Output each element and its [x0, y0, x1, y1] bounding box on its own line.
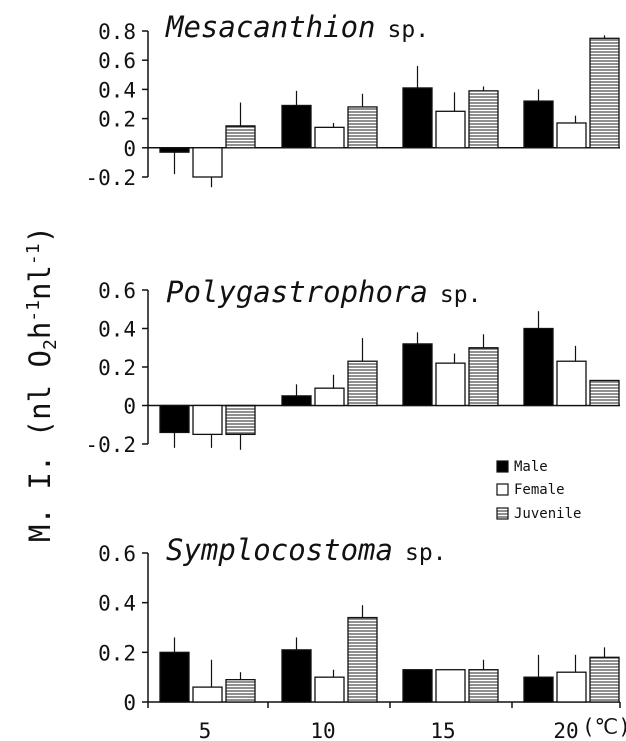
bar-juvenile-10	[347, 360, 378, 407]
x-axis-unit: (℃)	[582, 715, 626, 739]
bar-male-15	[402, 343, 433, 407]
y-tick-label: 0.6	[98, 49, 136, 73]
bar-juvenile-10	[347, 616, 378, 703]
bar-male-20	[523, 327, 554, 407]
panel-title-suffix: sp.	[440, 282, 482, 308]
y-axis-label-suffix: )	[23, 226, 57, 243]
x-tick-label: 15	[430, 719, 455, 741]
bar-female-15	[435, 669, 466, 703]
bar-juvenile-5	[225, 125, 256, 149]
panel-title-suffix: sp.	[405, 540, 447, 566]
bar-juvenile-15	[468, 347, 499, 407]
bar-female-10	[314, 387, 345, 407]
panel-title-genus: Mesacanthion	[165, 10, 376, 44]
y-tick-label: 0.4	[98, 318, 136, 342]
bar-male-20	[523, 676, 554, 703]
bar-juvenile-20	[589, 656, 620, 703]
y-axis-label-subscript: 2	[40, 339, 61, 350]
chart-legend: Male Female Juvenile	[496, 459, 581, 522]
x-tick-label: 5	[199, 719, 212, 741]
y-tick-label: 0	[123, 137, 136, 161]
y-tick-label: 0.4	[98, 592, 136, 616]
y-axis-label: M. I. (nl O2h-1nl-1)	[23, 226, 61, 542]
y-axis-label-unit-nl: nl	[23, 265, 57, 300]
y-axis-label-unit-h: h	[23, 322, 57, 339]
bar-male-10	[281, 104, 312, 149]
legend-label-male: Male	[514, 459, 548, 475]
bar-female-20	[556, 122, 587, 149]
x-tick-labels: 5 10 15 20 (℃)	[199, 715, 626, 741]
y-axis-label-prefix: M. I. (nl O	[23, 350, 57, 542]
y-tick-label: 0.4	[98, 78, 136, 102]
panel-title-suffix: sp.	[388, 17, 430, 43]
bar-male-5	[159, 147, 190, 153]
y-tick-label: 0.2	[98, 108, 136, 132]
bar-female-5	[192, 147, 223, 178]
bar-male-10	[281, 395, 312, 407]
y-tick-label: 0	[123, 395, 136, 419]
bar-male-15	[402, 669, 433, 703]
y-axis-label-superscript-2: -1	[23, 243, 44, 265]
y-tick-label: 0.2	[98, 356, 136, 380]
bar-female-10	[314, 126, 345, 149]
y-tick-label: -0.2	[85, 433, 136, 457]
y-tick-label: 0.2	[98, 641, 136, 665]
bar-male-20	[523, 100, 554, 149]
legend-label-juvenile: Juvenile	[514, 506, 581, 522]
x-tick-label: 20	[553, 719, 578, 741]
panel-mesacanthion: 0.8 0.6 0.4 0.2 0 -0.2 Mesacanthion sp.	[85, 10, 620, 190]
y-tick-label: -0.2	[85, 166, 136, 190]
legend-swatch-juvenile	[496, 507, 509, 520]
bar-juvenile-10	[347, 106, 378, 149]
y-tick-label: 0.8	[98, 20, 136, 44]
panel-polygastrophora: 0.6 0.4 0.2 0 -0.2 Polygastrophora sp.	[85, 275, 620, 457]
bar-female-15	[435, 110, 466, 149]
bar-female-20	[556, 671, 587, 703]
bar-juvenile-15	[468, 90, 499, 149]
legend-swatch-female	[496, 483, 509, 496]
bar-female-5	[192, 404, 223, 436]
bar-juvenile-20	[589, 37, 620, 149]
y-tick-label: 0.6	[98, 279, 136, 303]
y-tick-label: 0.6	[98, 542, 136, 566]
panel-symplocostoma: 0.6 0.4 0.2 0 Symplocostoma sp.	[98, 533, 621, 715]
bar-male-5	[159, 651, 190, 703]
panel-title: Polygastrophora sp.	[166, 275, 481, 309]
bar-female-5	[192, 686, 223, 703]
y-tick-label: 0	[123, 691, 136, 715]
bar-female-20	[556, 360, 587, 407]
panel-title-genus: Polygastrophora	[166, 275, 428, 309]
y-axis-label-superscript-1: -1	[23, 300, 44, 322]
panel-title: Symplocostoma sp.	[166, 533, 447, 567]
bar-juvenile-5	[225, 404, 256, 436]
bar-female-10	[314, 676, 345, 703]
bar-male-5	[159, 404, 190, 434]
bar-juvenile-5	[225, 679, 256, 703]
panel-title-genus: Symplocostoma	[166, 533, 393, 567]
bar-female-15	[435, 362, 466, 407]
legend-swatch-male	[496, 460, 509, 473]
x-tick-label: 10	[310, 719, 335, 741]
bar-male-15	[402, 87, 433, 149]
bar-male-10	[281, 649, 312, 703]
bar-juvenile-20	[589, 379, 620, 407]
panel-title: Mesacanthion sp.	[165, 10, 429, 44]
legend-label-female: Female	[514, 482, 565, 498]
bar-juvenile-15	[468, 669, 499, 703]
